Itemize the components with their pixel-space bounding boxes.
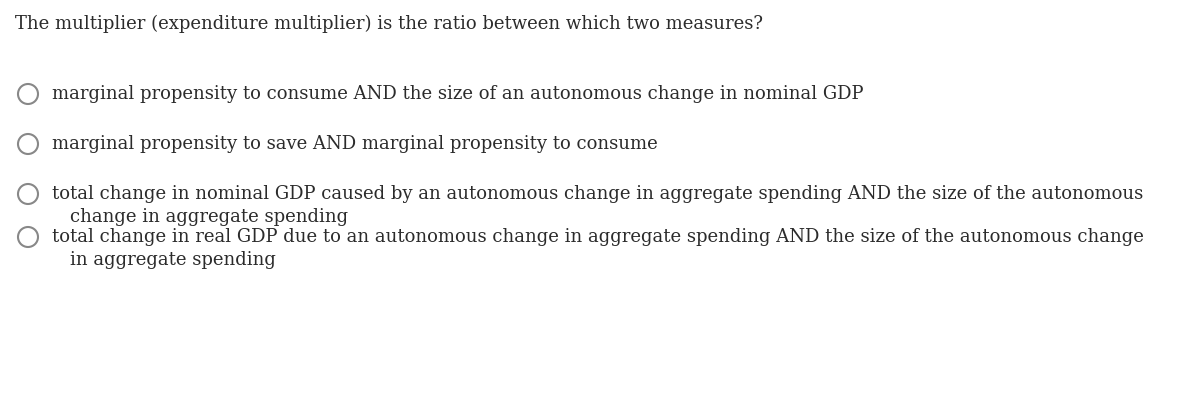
Text: change in aggregate spending: change in aggregate spending xyxy=(70,208,348,226)
Text: marginal propensity to consume AND the size of an autonomous change in nominal G: marginal propensity to consume AND the s… xyxy=(52,85,864,103)
Text: The multiplier (expenditure multiplier) is the ratio between which two measures?: The multiplier (expenditure multiplier) … xyxy=(14,15,763,33)
Text: in aggregate spending: in aggregate spending xyxy=(70,251,276,269)
Text: total change in nominal GDP caused by an autonomous change in aggregate spending: total change in nominal GDP caused by an… xyxy=(52,185,1144,203)
Text: marginal propensity to save AND marginal propensity to consume: marginal propensity to save AND marginal… xyxy=(52,135,658,153)
Text: total change in real GDP due to an autonomous change in aggregate spending AND t: total change in real GDP due to an auton… xyxy=(52,228,1144,246)
